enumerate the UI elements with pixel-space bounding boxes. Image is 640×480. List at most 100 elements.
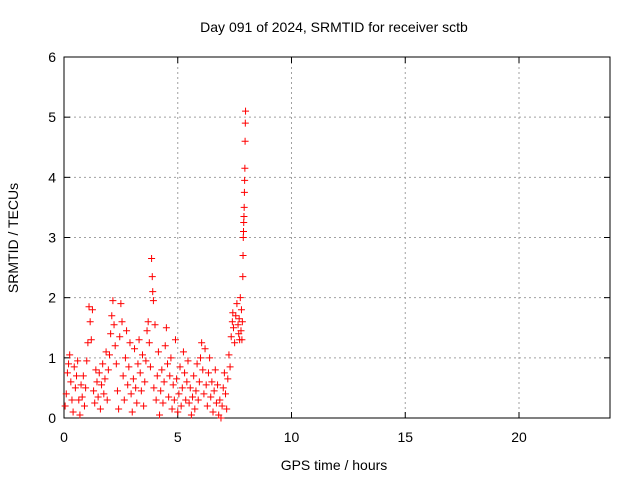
data-point	[225, 351, 233, 359]
data-point	[197, 354, 204, 362]
data-point	[184, 357, 192, 365]
x-tick-label: 20	[511, 429, 527, 445]
data-point	[175, 390, 183, 398]
data-point	[141, 378, 149, 386]
y-tick-label: 3	[48, 230, 56, 246]
data-point	[68, 396, 76, 404]
data-point	[153, 372, 161, 380]
data-point	[231, 339, 239, 347]
data-point	[189, 393, 197, 401]
data-point	[101, 375, 109, 383]
data-point	[168, 405, 176, 413]
data-point	[203, 402, 211, 410]
data-point	[198, 339, 206, 347]
data-point	[238, 336, 246, 344]
data-point	[214, 381, 222, 389]
data-point	[186, 384, 194, 392]
data-point	[142, 357, 150, 365]
data-point	[119, 372, 127, 380]
data-point	[156, 411, 164, 419]
data-point	[128, 408, 136, 416]
data-point	[73, 372, 81, 380]
data-point	[204, 369, 212, 377]
y-tick-label: 4	[48, 169, 56, 185]
data-point	[242, 107, 250, 115]
data-points	[61, 107, 250, 422]
data-point	[95, 369, 103, 377]
data-point	[133, 399, 141, 407]
data-point	[202, 381, 210, 389]
data-point	[165, 393, 173, 401]
data-point	[224, 375, 232, 383]
data-point	[88, 306, 96, 314]
data-point	[77, 381, 85, 389]
data-point	[106, 351, 113, 359]
data-point	[223, 405, 231, 413]
data-point	[143, 327, 151, 335]
data-point	[90, 387, 98, 395]
data-point	[144, 318, 152, 326]
data-point	[92, 366, 100, 374]
data-point	[239, 227, 247, 235]
data-point	[63, 369, 71, 377]
data-point	[211, 366, 219, 374]
data-point	[120, 396, 128, 404]
data-point	[132, 384, 140, 392]
data-point	[239, 273, 247, 281]
data-point	[190, 372, 198, 380]
data-point	[71, 384, 79, 392]
data-point	[62, 390, 70, 398]
data-point	[226, 363, 234, 371]
data-point	[200, 390, 208, 398]
data-point	[110, 321, 118, 329]
data-point	[218, 402, 226, 410]
data-point	[154, 348, 162, 356]
data-point	[107, 330, 115, 338]
data-point	[161, 342, 169, 350]
data-point	[185, 399, 193, 407]
data-point	[194, 396, 202, 404]
data-point	[237, 327, 245, 335]
data-point	[83, 357, 91, 365]
data-point	[80, 402, 88, 410]
y-tick-label: 0	[48, 410, 56, 426]
data-point	[228, 318, 236, 326]
data-point	[195, 378, 203, 386]
data-point	[113, 387, 121, 395]
data-point	[129, 375, 137, 383]
data-point	[102, 348, 110, 356]
data-point	[239, 234, 247, 241]
y-tick-label: 5	[48, 109, 56, 125]
data-point	[84, 339, 92, 347]
data-point	[174, 408, 182, 416]
data-point	[232, 312, 240, 320]
data-point	[109, 297, 117, 305]
data-point	[171, 336, 179, 344]
data-point	[166, 372, 174, 380]
data-point	[167, 354, 175, 362]
data-point	[201, 345, 209, 353]
grid	[64, 57, 610, 418]
data-point	[210, 387, 218, 395]
data-point	[138, 351, 146, 359]
data-point	[192, 387, 200, 395]
data-point	[112, 360, 120, 368]
data-point	[157, 387, 165, 395]
data-point	[149, 288, 157, 296]
data-point	[131, 345, 139, 353]
x-tick-label: 5	[174, 429, 182, 445]
data-point	[93, 378, 101, 386]
data-point	[87, 336, 95, 344]
data-point	[115, 405, 123, 413]
data-point	[145, 339, 153, 347]
x-tick-label: 15	[397, 429, 413, 445]
axis-ticks: 0 5 10 15 20 0 1 2 3 4 5 6	[48, 49, 610, 445]
data-point	[177, 402, 185, 410]
data-point	[103, 396, 111, 404]
data-point	[239, 252, 247, 260]
data-point	[125, 363, 133, 371]
data-point	[220, 369, 228, 377]
data-point	[94, 393, 102, 401]
data-point	[222, 390, 230, 398]
data-point	[67, 378, 75, 386]
